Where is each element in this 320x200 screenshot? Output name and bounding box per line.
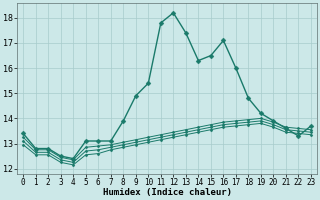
- X-axis label: Humidex (Indice chaleur): Humidex (Indice chaleur): [103, 188, 232, 197]
